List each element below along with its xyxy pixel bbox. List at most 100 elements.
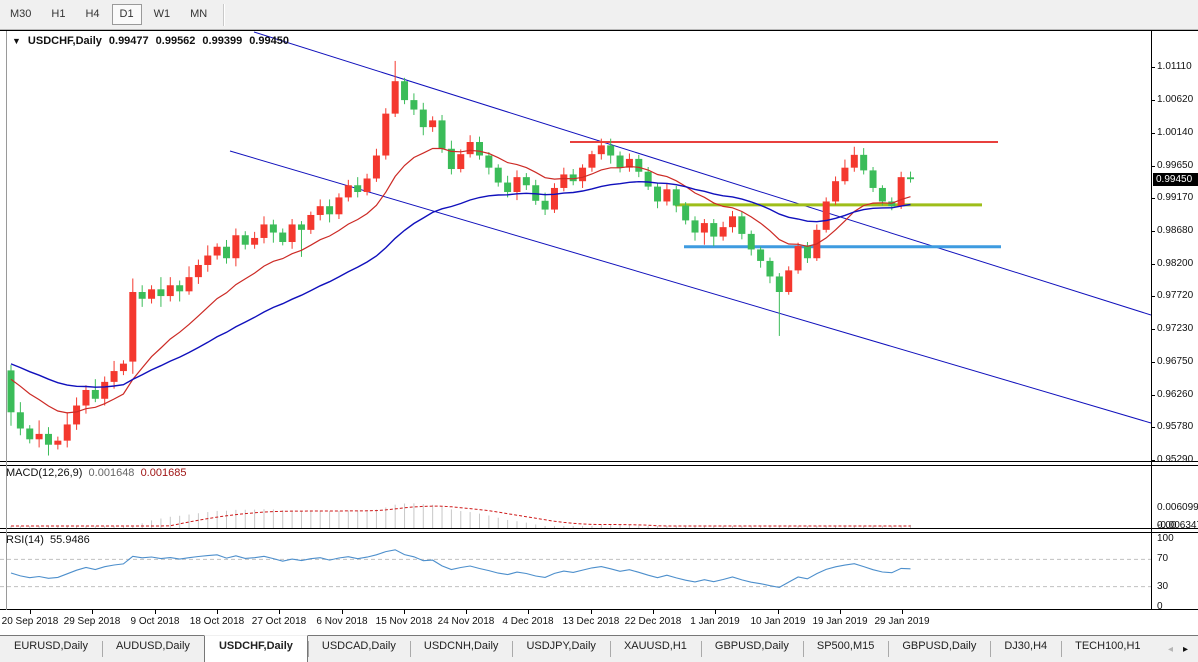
ohlc-close: 0.99450 (249, 35, 289, 47)
date-label: 18 Oct 2018 (189, 616, 245, 627)
date-tick (902, 610, 903, 614)
date-axis[interactable]: 20 Sep 2018 29 Sep 2018 9 Oct 2018 18 Oct 2… (0, 610, 1198, 635)
candle-body (616, 155, 624, 168)
candle-body (269, 224, 277, 233)
rsi-label: RSI(14) 55.9486 (6, 534, 90, 546)
candle-body (476, 142, 483, 156)
price-axis-label: 1.01110 (1157, 61, 1192, 72)
macd-axis-label: 0.006099 (1157, 502, 1198, 513)
candle-body (260, 224, 268, 238)
chart-tab-audusd-daily[interactable]: AUDUSD,Daily (101, 636, 204, 662)
candle-body (869, 170, 877, 188)
chart-tab-xauusd-h1[interactable]: XAUUSD,H1 (609, 636, 701, 662)
date-label: 13 Dec 2018 (562, 616, 620, 627)
candle-body (35, 433, 43, 440)
timeframe-button-h4[interactable]: H4 (85, 8, 100, 20)
timeframe-toolbar: M30 H1 H4 D1 W1 MN (0, 0, 1198, 30)
chart-tab-usdchf-daily[interactable]: USDCHF,Daily (203, 635, 308, 662)
candle-body (73, 405, 81, 425)
date-label: 6 Nov 2018 (316, 616, 368, 627)
price-axis-label: 0.99650 (1157, 160, 1194, 171)
rsi-panel[interactable] (0, 531, 1151, 609)
candle-body (251, 237, 259, 245)
candle-body (878, 187, 886, 202)
candle-body (522, 177, 530, 186)
date-tick (778, 610, 779, 614)
candle-body (719, 227, 727, 237)
candle-body (363, 178, 371, 193)
candle-body (166, 285, 174, 297)
candle-body (419, 109, 427, 128)
candle-body (794, 246, 802, 271)
candle-body (354, 185, 362, 193)
macd-axis-label: -0.006347 (1157, 520, 1198, 531)
candle-body (682, 205, 690, 221)
price-tick (1151, 67, 1155, 68)
tab-scroll-left-icon[interactable]: ◂ (1167, 644, 1173, 655)
chart-tab-usdcnh-daily[interactable]: USDCNH,Daily (409, 636, 513, 662)
candle-body (710, 223, 718, 237)
rsi-line (10, 549, 911, 588)
toolbar-separator (223, 3, 226, 26)
macd-panel[interactable] (0, 464, 1151, 528)
chart-tab-sp500-m15[interactable]: SP500,M15 (802, 636, 888, 662)
timeframe-button-mn[interactable]: MN (190, 8, 208, 20)
date-tick (279, 610, 280, 614)
candle-body (532, 185, 540, 201)
rsi-axis-label: 0 (1157, 601, 1163, 612)
timeframe-button-h1[interactable]: H1 (51, 8, 66, 20)
candle-body (860, 154, 868, 171)
candle-body (757, 249, 765, 261)
date-label: 9 Oct 2018 (130, 616, 180, 627)
chart-tab-tech100-h1[interactable]: TECH100,H1 (1061, 636, 1154, 662)
candle-body (63, 424, 71, 441)
candle-body (241, 235, 249, 245)
main-price-chart[interactable] (0, 31, 1151, 461)
candle-body (841, 167, 849, 182)
candle-body (110, 371, 118, 382)
panel-divider[interactable] (0, 528, 1198, 533)
panel-divider[interactable] (0, 461, 1198, 466)
chart-tab-usdjpy-daily[interactable]: USDJPY,Daily (512, 636, 610, 662)
price-tick (1151, 296, 1155, 297)
chart-tab-usdcad-daily[interactable]: USDCAD,Daily (307, 636, 410, 662)
chevron-down-icon[interactable]: ▼ (12, 36, 21, 46)
candle-body (335, 197, 343, 215)
ohlc-low: 0.99399 (202, 35, 243, 47)
chart-left-border (6, 31, 7, 611)
candle-body (822, 201, 830, 230)
chart-tab-dj30-h4[interactable]: DJ30,H4 (990, 636, 1061, 662)
tab-scroll-right-icon[interactable]: ▸ (1182, 644, 1188, 655)
candle-body (391, 81, 399, 114)
price-axis-label: 1.00620 (1157, 94, 1194, 105)
chart-window[interactable]: ▼ USDCHF,Daily 0.99477 0.99562 0.99399 0… (0, 30, 1198, 635)
price-axis-label: 0.96260 (1157, 389, 1194, 400)
chart-tab-eurusd-daily[interactable]: EURUSD,Daily (14, 640, 88, 652)
date-label: 20 Sep 2018 (1, 616, 59, 627)
trendline-upper[interactable] (253, 31, 1151, 316)
tab-scroll-arrows: ◂ ▸ (1168, 636, 1198, 662)
timeframe-button-w1[interactable]: W1 (153, 8, 171, 20)
chart-tab-bar: EURUSD,Daily AUDUSD,Daily USDCHF,Daily USDC… (0, 635, 1198, 662)
candle-body (44, 433, 52, 445)
date-tick (591, 610, 592, 614)
price-tick (1151, 231, 1155, 232)
candle-body (7, 370, 15, 413)
chart-symbol: USDCHF,Daily (27, 35, 102, 47)
candle-body (401, 81, 409, 101)
timeframe-button-d1[interactable]: D1 (111, 4, 142, 25)
candle-body (82, 389, 90, 406)
price-axis-label: 0.99170 (1157, 192, 1194, 203)
candle-body (700, 223, 708, 233)
candle-body (438, 120, 446, 149)
chart-tab-gbpusd-daily[interactable]: GBPUSD,Daily (888, 636, 990, 662)
price-tick (1151, 460, 1155, 461)
candle-body (850, 154, 858, 168)
price-axis-label: 0.97230 (1157, 323, 1194, 334)
chart-tab-gbpusd-daily[interactable]: GBPUSD,Daily (700, 636, 803, 662)
price-tick (1151, 264, 1155, 265)
rsi-axis-label: 70 (1157, 553, 1169, 564)
timeframe-button-m30[interactable]: M30 (10, 8, 32, 20)
macd-label: MACD(12,26,9) 0.001648 0.001685 (6, 467, 187, 479)
current-price-label: 0.99450 (1153, 173, 1198, 186)
